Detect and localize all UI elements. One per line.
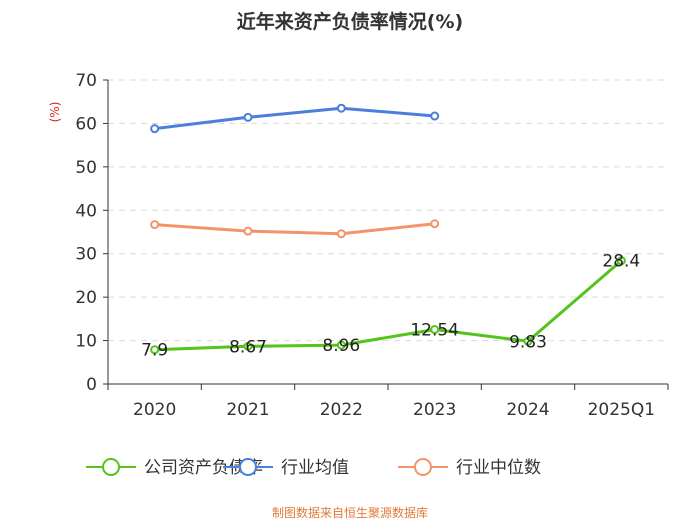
data-label: 7.9	[141, 341, 168, 361]
legend-item[interactable]: 行业均值	[223, 458, 349, 478]
data-label: 8.67	[229, 337, 267, 357]
legend-marker-icon	[239, 458, 257, 476]
series-group	[150, 103, 626, 355]
data-point	[336, 103, 346, 113]
data-point	[616, 256, 626, 266]
y-tick-label: 0	[86, 375, 97, 395]
x-axis: 2020 2021 2022 2023 2024 2025Q1	[107, 383, 669, 420]
data-point	[336, 229, 346, 239]
chart-title: 近年来资产负债率情况(%)	[237, 10, 463, 33]
x-tick-label: 2023	[413, 400, 456, 420]
y-tick-label: 70	[75, 71, 97, 91]
x-tick-label: 2025Q1	[588, 400, 655, 420]
data-label: 12.54	[410, 321, 459, 341]
data-label: 9.83	[509, 332, 547, 352]
data-point	[430, 219, 440, 229]
series-line	[153, 106, 437, 131]
series-line	[153, 222, 437, 236]
x-tick-label: 2024	[506, 400, 549, 420]
legend-label: 公司资产负债率	[144, 458, 263, 478]
x-tick-label: 2020	[133, 400, 176, 420]
legend-marker-icon	[414, 458, 432, 476]
y-tick-label: 30	[75, 245, 97, 265]
data-point	[150, 220, 160, 230]
data-point	[150, 345, 160, 355]
y-axis: 0 10 20 30 40 50 60 70	[75, 71, 109, 395]
y-tick-label: 20	[75, 288, 97, 308]
data-point	[243, 112, 253, 122]
legend-label: 行业中位数	[456, 458, 541, 478]
data-point	[336, 340, 346, 350]
data-point	[523, 336, 533, 346]
data-point	[150, 124, 160, 134]
legend-item[interactable]: 公司资产负债率	[86, 458, 263, 478]
x-tick-label: 2021	[226, 400, 269, 420]
grid-lines	[108, 79, 668, 342]
data-label: 8.96	[322, 336, 360, 356]
y-tick-label: 60	[75, 114, 97, 134]
series-line	[153, 259, 623, 352]
data-label: 28.4	[602, 252, 640, 272]
legend[interactable]: 公司资产负债率 行业均值 行业中位数	[86, 458, 541, 478]
data-point	[430, 111, 440, 121]
data-labels-group: 7.9 8.67 8.96 12.54 9.83 28.4	[141, 252, 640, 361]
y-tick-label: 50	[75, 158, 97, 178]
legend-label: 行业均值	[281, 458, 349, 478]
y-tick-label: 40	[75, 201, 97, 221]
y-tick-label: 10	[75, 332, 97, 352]
x-tick-label: 2022	[320, 400, 363, 420]
data-point	[243, 226, 253, 236]
legend-item[interactable]: 行业中位数	[398, 458, 541, 478]
data-point	[430, 325, 440, 335]
legend-marker-icon	[102, 458, 120, 476]
data-point	[243, 341, 253, 351]
y-axis-label: (%)	[48, 102, 62, 123]
source-note: 制图数据来自恒生聚源数据库	[272, 505, 428, 520]
